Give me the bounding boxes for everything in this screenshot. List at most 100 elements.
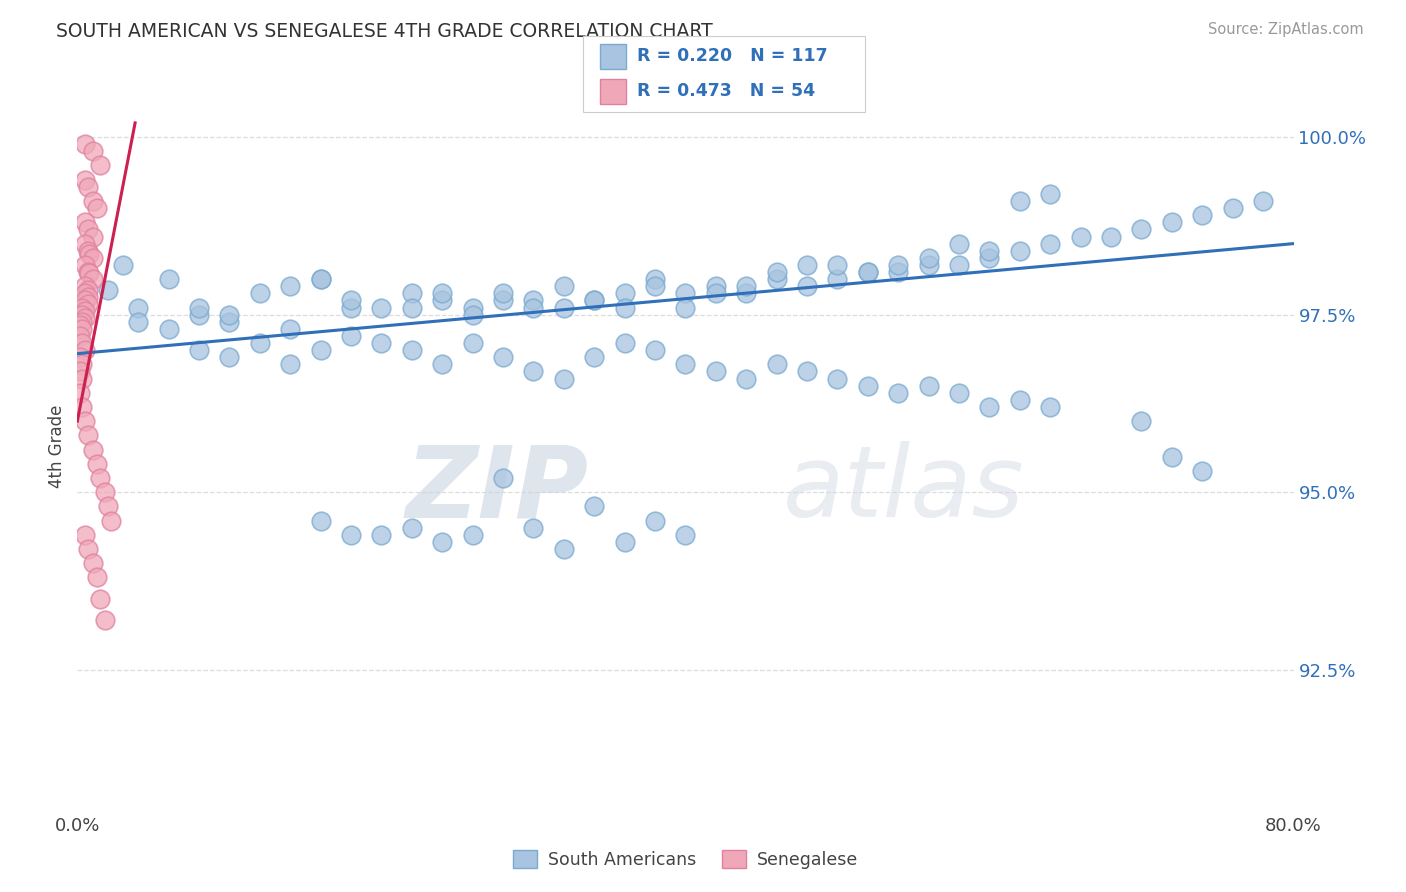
Point [948, 385, 970, 400]
Point [73, 293, 96, 308]
Point [979, 251, 1001, 265]
Point [430, 286, 453, 301]
Point [89, 159, 111, 173]
Point [97, 500, 120, 514]
Point [77, 283, 100, 297]
Point [77, 179, 100, 194]
Point [1039, 236, 1062, 251]
Point [796, 258, 818, 272]
Point [492, 293, 515, 308]
Point [218, 315, 240, 329]
Point [93, 613, 115, 627]
Point [82, 251, 104, 265]
Point [1070, 229, 1092, 244]
Point [73, 528, 96, 542]
Point [827, 258, 849, 272]
Point [918, 378, 941, 392]
Point [77, 244, 100, 258]
Point [1191, 464, 1213, 478]
Point [70, 301, 93, 315]
Point [82, 145, 104, 159]
Point [340, 329, 363, 343]
Point [157, 272, 180, 286]
Point [77, 222, 100, 236]
Point [492, 286, 515, 301]
Point [77, 428, 100, 442]
Point [70, 336, 93, 351]
Point [675, 301, 697, 315]
Point [492, 350, 515, 364]
Point [461, 301, 484, 315]
Point [522, 521, 544, 535]
Point [82, 272, 104, 286]
Point [70, 308, 93, 322]
Point [1039, 186, 1062, 201]
Point [69, 350, 91, 364]
Point [1191, 208, 1213, 222]
Point [644, 514, 666, 528]
Point [100, 514, 122, 528]
Point [735, 371, 758, 385]
Point [979, 400, 1001, 414]
Point [827, 272, 849, 286]
Point [370, 528, 392, 542]
Point [948, 258, 970, 272]
Point [735, 286, 758, 301]
Point [188, 343, 211, 358]
Point [644, 343, 666, 358]
Point [82, 229, 104, 244]
Point [887, 258, 910, 272]
Point [430, 293, 453, 308]
Point [522, 364, 544, 378]
Point [127, 301, 149, 315]
Point [340, 293, 363, 308]
Point [856, 378, 879, 392]
Point [309, 272, 332, 286]
Point [77, 265, 100, 279]
Point [86, 570, 108, 584]
Point [69, 364, 91, 378]
Point [73, 414, 96, 428]
Point [82, 194, 104, 208]
Point [69, 329, 91, 343]
Point [70, 357, 93, 371]
Point [675, 286, 697, 301]
Point [93, 485, 115, 500]
Point [1039, 400, 1062, 414]
Point [1008, 392, 1031, 407]
Point [249, 336, 271, 351]
Point [89, 471, 111, 485]
Point [278, 279, 301, 293]
Point [583, 350, 606, 364]
Point [583, 293, 606, 308]
Point [73, 236, 96, 251]
Point [704, 364, 727, 378]
Point [887, 385, 910, 400]
Point [1161, 450, 1184, 464]
Point [430, 357, 453, 371]
Point [188, 301, 211, 315]
Point [613, 336, 636, 351]
Point [765, 357, 787, 371]
Y-axis label: 4th Grade: 4th Grade [48, 404, 66, 488]
Point [522, 293, 544, 308]
Point [796, 279, 818, 293]
Point [188, 308, 211, 322]
Point [553, 279, 575, 293]
Point [887, 265, 910, 279]
Point [340, 301, 363, 315]
Point [613, 301, 636, 315]
Point [111, 258, 134, 272]
Point [249, 286, 271, 301]
Point [69, 318, 91, 333]
Point [79, 267, 101, 281]
Point [73, 343, 96, 358]
Point [77, 541, 100, 556]
Point [856, 265, 879, 279]
Point [1099, 229, 1122, 244]
Text: Source: ZipAtlas.com: Source: ZipAtlas.com [1208, 22, 1364, 37]
Point [553, 371, 575, 385]
Point [461, 308, 484, 322]
Point [309, 343, 332, 358]
Point [70, 371, 93, 385]
